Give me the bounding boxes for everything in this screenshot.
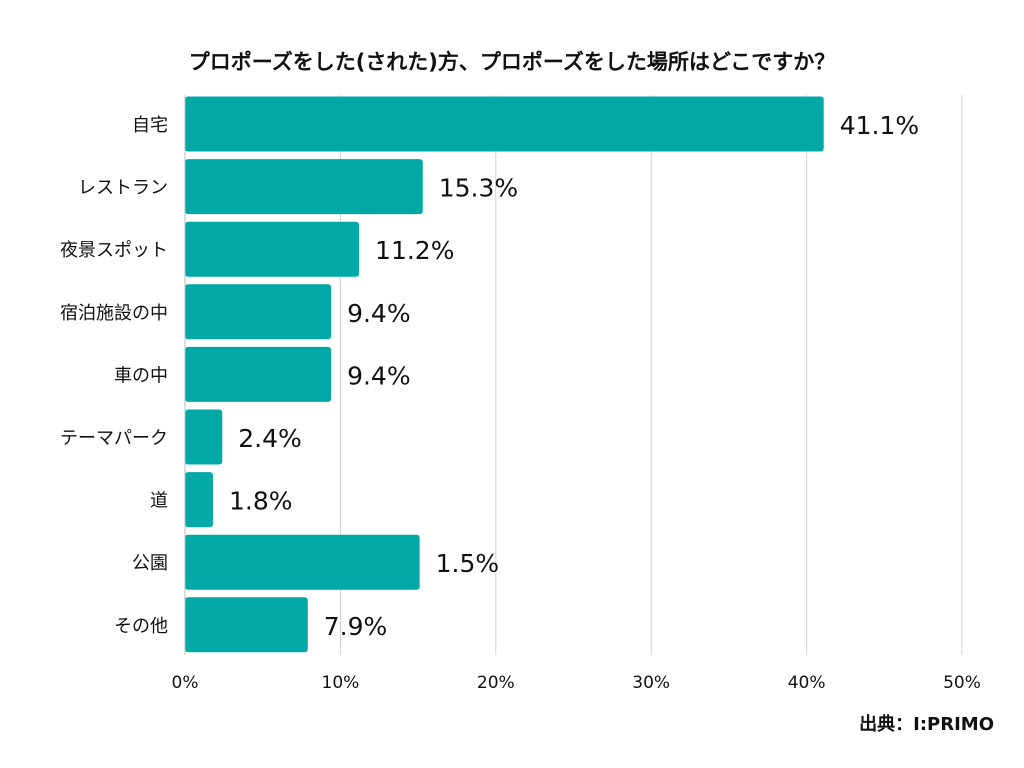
category-label: 車の中 (114, 365, 168, 386)
x-tick-label: 30% (632, 673, 670, 693)
category-label: 道 (150, 491, 168, 512)
data-label: 11.2% (375, 236, 454, 265)
data-label: 7.9% (324, 612, 388, 641)
data-label: 1.5% (436, 549, 500, 578)
data-label: 9.4% (347, 361, 411, 390)
data-label: 1.8% (229, 487, 293, 516)
category-label: 公園 (132, 553, 168, 574)
category-label: レストラン (78, 178, 168, 199)
data-label: 9.4% (347, 299, 411, 328)
bar (185, 346, 332, 402)
category-label: 夜景スポット (60, 240, 168, 261)
category-label: その他 (114, 616, 168, 637)
bar (185, 159, 423, 215)
x-tick-label: 50% (943, 673, 981, 693)
category-label: 自宅 (132, 115, 168, 136)
source-note: 出典：I:PRIMO (859, 714, 994, 735)
bar (185, 409, 223, 465)
x-tick-label: 20% (477, 673, 515, 693)
category-label: 宿泊施設の中 (60, 303, 168, 324)
bar (185, 534, 420, 590)
data-label: 15.3% (439, 174, 518, 203)
bar (185, 472, 213, 528)
chart-title: プロポーズをした(された)方、プロポーズをした場所はどこですか？ (188, 50, 836, 74)
x-tick-label: 40% (788, 673, 826, 693)
data-label: 41.1% (840, 111, 919, 140)
bar (185, 284, 332, 340)
bar (185, 96, 824, 152)
category-label: テーマパーク (60, 428, 168, 449)
x-tick-label: 0% (172, 673, 199, 693)
bar (185, 221, 360, 277)
bar (185, 597, 308, 653)
data-label: 2.4% (238, 424, 302, 453)
x-tick-label: 10% (322, 673, 360, 693)
